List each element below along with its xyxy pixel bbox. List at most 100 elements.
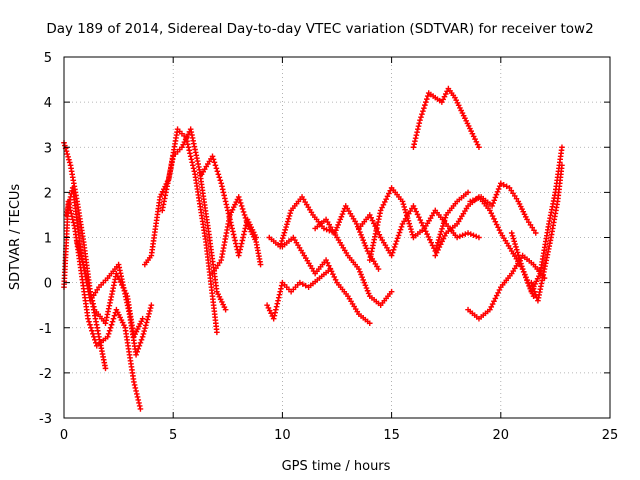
data-point-interp — [236, 197, 243, 203]
data-point-interp — [411, 141, 417, 148]
data-point-interp — [392, 241, 399, 247]
series-prn-r — [467, 180, 539, 236]
data-point-interp — [89, 327, 95, 334]
data-point-interp — [75, 244, 82, 251]
data-point-interp — [79, 259, 86, 265]
data-point-interp — [437, 241, 444, 248]
data-point — [467, 198, 474, 205]
y-tick-label: 5 — [44, 51, 52, 66]
data-point — [131, 379, 137, 385]
data-point-interp — [216, 174, 223, 181]
data-point-interp — [238, 203, 245, 209]
data-point-interp — [323, 226, 330, 233]
data-point-interp — [120, 284, 127, 291]
y-tick-label: -1 — [39, 322, 52, 337]
data-point-interp — [495, 289, 501, 296]
data-point — [222, 306, 229, 313]
data-point-interp — [212, 162, 219, 169]
series-prn-o — [410, 85, 482, 151]
data-point-interp — [242, 215, 249, 221]
data-point-interp — [233, 240, 239, 247]
data-point-interp — [405, 218, 412, 224]
y-axis-label: SDTVAR / TECUs — [8, 184, 23, 291]
data-point — [465, 189, 471, 196]
data-point-interp — [87, 288, 94, 295]
data-point-interp — [64, 151, 71, 157]
data-point-interp — [224, 204, 230, 211]
data-point-interp — [89, 297, 96, 304]
data-point — [148, 302, 155, 308]
data-point-interp — [277, 288, 284, 295]
data-point-interp — [64, 209, 70, 215]
data-point-interp — [340, 208, 347, 215]
data-point-interp — [437, 231, 444, 238]
data-point — [410, 144, 417, 151]
data-point — [137, 406, 144, 412]
data-point-interp — [396, 229, 403, 236]
data-point-interp — [379, 204, 385, 211]
series-prn-f — [159, 126, 229, 313]
data-point-interp — [189, 159, 195, 166]
data-point-interp — [401, 204, 407, 210]
data-point-interp — [65, 203, 72, 209]
data-point — [353, 221, 360, 227]
data-point-interp — [223, 201, 230, 208]
data-point-interp — [438, 228, 444, 235]
data-point-interp — [492, 295, 499, 302]
data-point-interp — [88, 291, 94, 298]
data-point-interp — [412, 205, 418, 212]
data-point-interp — [523, 274, 529, 281]
data-point — [235, 252, 242, 259]
data-point-interp — [67, 207, 74, 214]
data-point — [432, 252, 439, 259]
data-point-interp — [146, 308, 153, 314]
data-point-interp — [406, 220, 413, 227]
series-prn-t — [528, 162, 565, 304]
data-point-interp — [327, 265, 333, 272]
data-point-interp — [131, 382, 138, 388]
data-point-interp — [272, 309, 278, 316]
data-point — [297, 279, 303, 286]
data-point-interp — [241, 228, 248, 235]
x-tick-label: 10 — [274, 428, 291, 443]
data-point-interp — [278, 282, 285, 289]
x-axis-label: GPS time / hours — [282, 459, 391, 474]
data-point-interp — [232, 237, 238, 244]
data-point-interp — [87, 321, 93, 328]
data-point-interp — [78, 253, 84, 260]
data-point — [139, 315, 146, 322]
data-point-interp — [136, 403, 143, 409]
data-point-interp — [408, 226, 414, 232]
data-point-interp — [63, 148, 70, 154]
data-point — [528, 279, 535, 286]
data-point-interp — [66, 156, 72, 163]
data-point-interp — [271, 312, 278, 319]
data-point-interp — [436, 244, 443, 250]
data-point-interp — [467, 231, 474, 237]
data-point-interp — [376, 231, 383, 238]
data-point-interp — [512, 241, 518, 247]
data-point-interp — [214, 168, 221, 175]
data-point-interp — [518, 260, 524, 267]
data-point-interp — [493, 221, 500, 228]
data-point-interp — [360, 237, 367, 244]
data-point-interp — [326, 227, 333, 234]
data-point-interp — [119, 282, 125, 288]
data-point — [209, 153, 216, 160]
data-point-interp — [357, 268, 363, 275]
data-point-interp — [332, 277, 339, 283]
data-point-interp — [442, 214, 449, 221]
data-point-interp — [77, 250, 84, 257]
data-point-interp — [64, 206, 71, 212]
data-point — [476, 234, 482, 241]
data-point-interp — [364, 287, 371, 294]
data-point-interp — [489, 301, 496, 307]
data-point-interp — [435, 247, 441, 253]
data-point-interp — [211, 159, 218, 166]
data-point-interp — [278, 285, 284, 292]
data-point-interp — [219, 186, 226, 193]
data-point — [559, 162, 565, 169]
data-point-interp — [412, 135, 419, 142]
data-point-interp — [133, 388, 139, 394]
data-point-interp — [415, 123, 422, 129]
